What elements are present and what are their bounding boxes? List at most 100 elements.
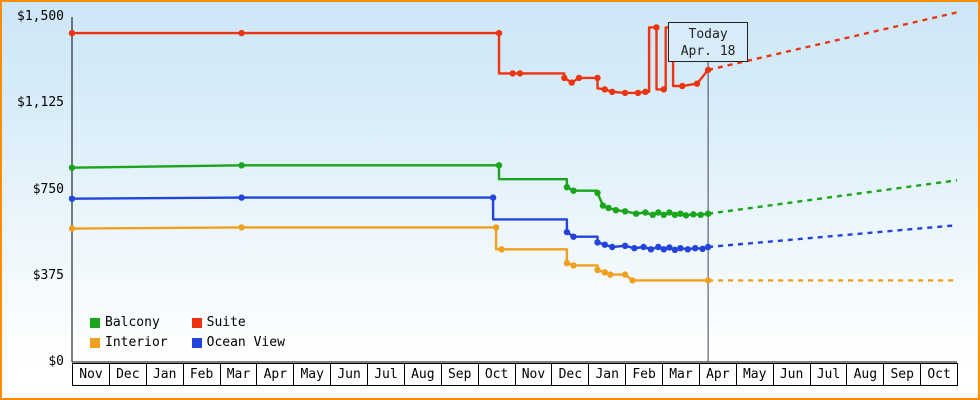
data-point-ocean-view (631, 245, 638, 252)
data-point-suite (679, 82, 686, 90)
data-point-balcony (621, 208, 629, 215)
data-point-balcony (594, 189, 601, 197)
legend-item-balcony: Balcony (90, 315, 168, 330)
data-point-suite (561, 74, 568, 82)
data-point-suite (693, 80, 701, 87)
data-point-suite (238, 29, 245, 37)
data-point-interior (629, 277, 636, 284)
month-label-feb: Feb (626, 364, 663, 385)
month-label-aug: Aug (405, 364, 442, 385)
data-point-interior (238, 224, 245, 231)
legend-label: Interior (105, 335, 168, 350)
data-point-ocean-view (666, 244, 673, 251)
legend-item-suite: Suite (191, 315, 285, 330)
y-tick-label: $750 (32, 181, 64, 197)
month-label-apr: Apr (257, 364, 295, 385)
data-point-ocean-view (238, 194, 245, 201)
month-label-may: May (737, 364, 774, 385)
month-label-oct: Oct (927, 367, 951, 382)
data-point-suite (509, 70, 516, 77)
series-line-balcony (71, 164, 709, 217)
data-point-ocean-view (660, 246, 667, 253)
data-point-suite (609, 88, 616, 96)
y-tick-label: $375 (32, 267, 64, 283)
data-point-balcony (649, 211, 656, 218)
month-label-nov: Nov (516, 364, 553, 385)
data-point-suite (495, 29, 503, 37)
chart-legend: Balcony Suite Interior Ocean View (90, 315, 285, 350)
data-point-balcony (563, 184, 571, 191)
data-point-ocean-view (647, 246, 655, 253)
data-point-interior (704, 277, 712, 284)
data-point-interior (601, 269, 608, 276)
month-label-mar: Mar (663, 364, 700, 385)
data-point-suite (594, 74, 601, 82)
data-point-balcony (660, 211, 667, 218)
data-point-ocean-view (563, 228, 571, 236)
data-point-ocean-view (640, 243, 647, 251)
data-point-ocean-view (692, 245, 699, 252)
y-tick-label: $1,500 (17, 9, 64, 24)
month-label-sep: Sep (884, 364, 922, 385)
data-point-ocean-view (570, 233, 577, 240)
data-point-ocean-view (704, 243, 712, 251)
data-point-balcony (697, 211, 704, 218)
data-point-interior (563, 259, 571, 267)
series-line-suite (72, 26, 710, 95)
legend-swatch-interior (90, 337, 100, 348)
data-point-suite (642, 88, 649, 96)
data-point-interior (68, 225, 76, 232)
legend-label: Ocean View (206, 335, 285, 350)
data-point-interior (498, 246, 505, 253)
data-point-ocean-view (621, 242, 629, 249)
data-point-balcony (666, 209, 673, 216)
month-label-dec: Dec (552, 364, 590, 385)
data-point-interior (594, 266, 601, 274)
month-label-mar: Mar (221, 364, 258, 385)
data-point-suite (516, 70, 524, 77)
legend-label: Balcony (105, 315, 160, 330)
legend-swatch-balcony (90, 317, 100, 328)
data-point-interior (492, 224, 500, 231)
month-label-feb: Feb (184, 364, 221, 385)
data-point-balcony (655, 209, 662, 216)
data-point-suite (568, 79, 575, 86)
data-point-balcony (671, 211, 679, 218)
data-point-balcony (612, 207, 620, 214)
month-label-apr: Apr (700, 364, 737, 385)
data-point-balcony (570, 187, 577, 194)
data-point-suite (575, 74, 583, 82)
month-label-aug: Aug (847, 364, 885, 385)
data-point-suite (704, 66, 712, 74)
legend-swatch-ocean-view (191, 337, 202, 348)
data-point-ocean-view (677, 245, 684, 252)
data-point-suite (653, 24, 660, 31)
data-point-balcony (495, 162, 503, 169)
data-point-balcony (704, 210, 712, 217)
data-point-ocean-view (489, 194, 497, 201)
data-point-ocean-view (594, 239, 601, 246)
data-point-balcony (238, 162, 245, 169)
data-point-suite (601, 86, 608, 93)
data-point-ocean-view (671, 246, 679, 253)
data-point-balcony (605, 204, 612, 212)
month-label-jan: Jan (589, 364, 627, 385)
month-label-nov: Nov (73, 364, 110, 385)
data-point-balcony (633, 210, 640, 217)
series-forecast-ocean-view (707, 224, 958, 249)
today-date: Apr. 18 (680, 44, 736, 59)
month-label-sep: Sep (442, 364, 479, 385)
legend-label: Suite (206, 315, 246, 330)
y-tick-label: $1,125 (17, 95, 64, 111)
today-marker: Today Apr. 18 (668, 22, 749, 62)
month-label-oct: Oct (479, 364, 516, 385)
data-point-interior (607, 271, 614, 278)
data-point-ocean-view (609, 243, 616, 251)
series-forecast-suite (707, 11, 958, 72)
legend-item-interior: Interior (90, 335, 168, 350)
month-label-jun: Jun (331, 364, 368, 385)
x-axis-months: Nov Dec Jan Feb Mar Apr May Jun Jul Aug Sep Oct Nov D… (72, 363, 958, 386)
data-point-interior (570, 262, 577, 269)
